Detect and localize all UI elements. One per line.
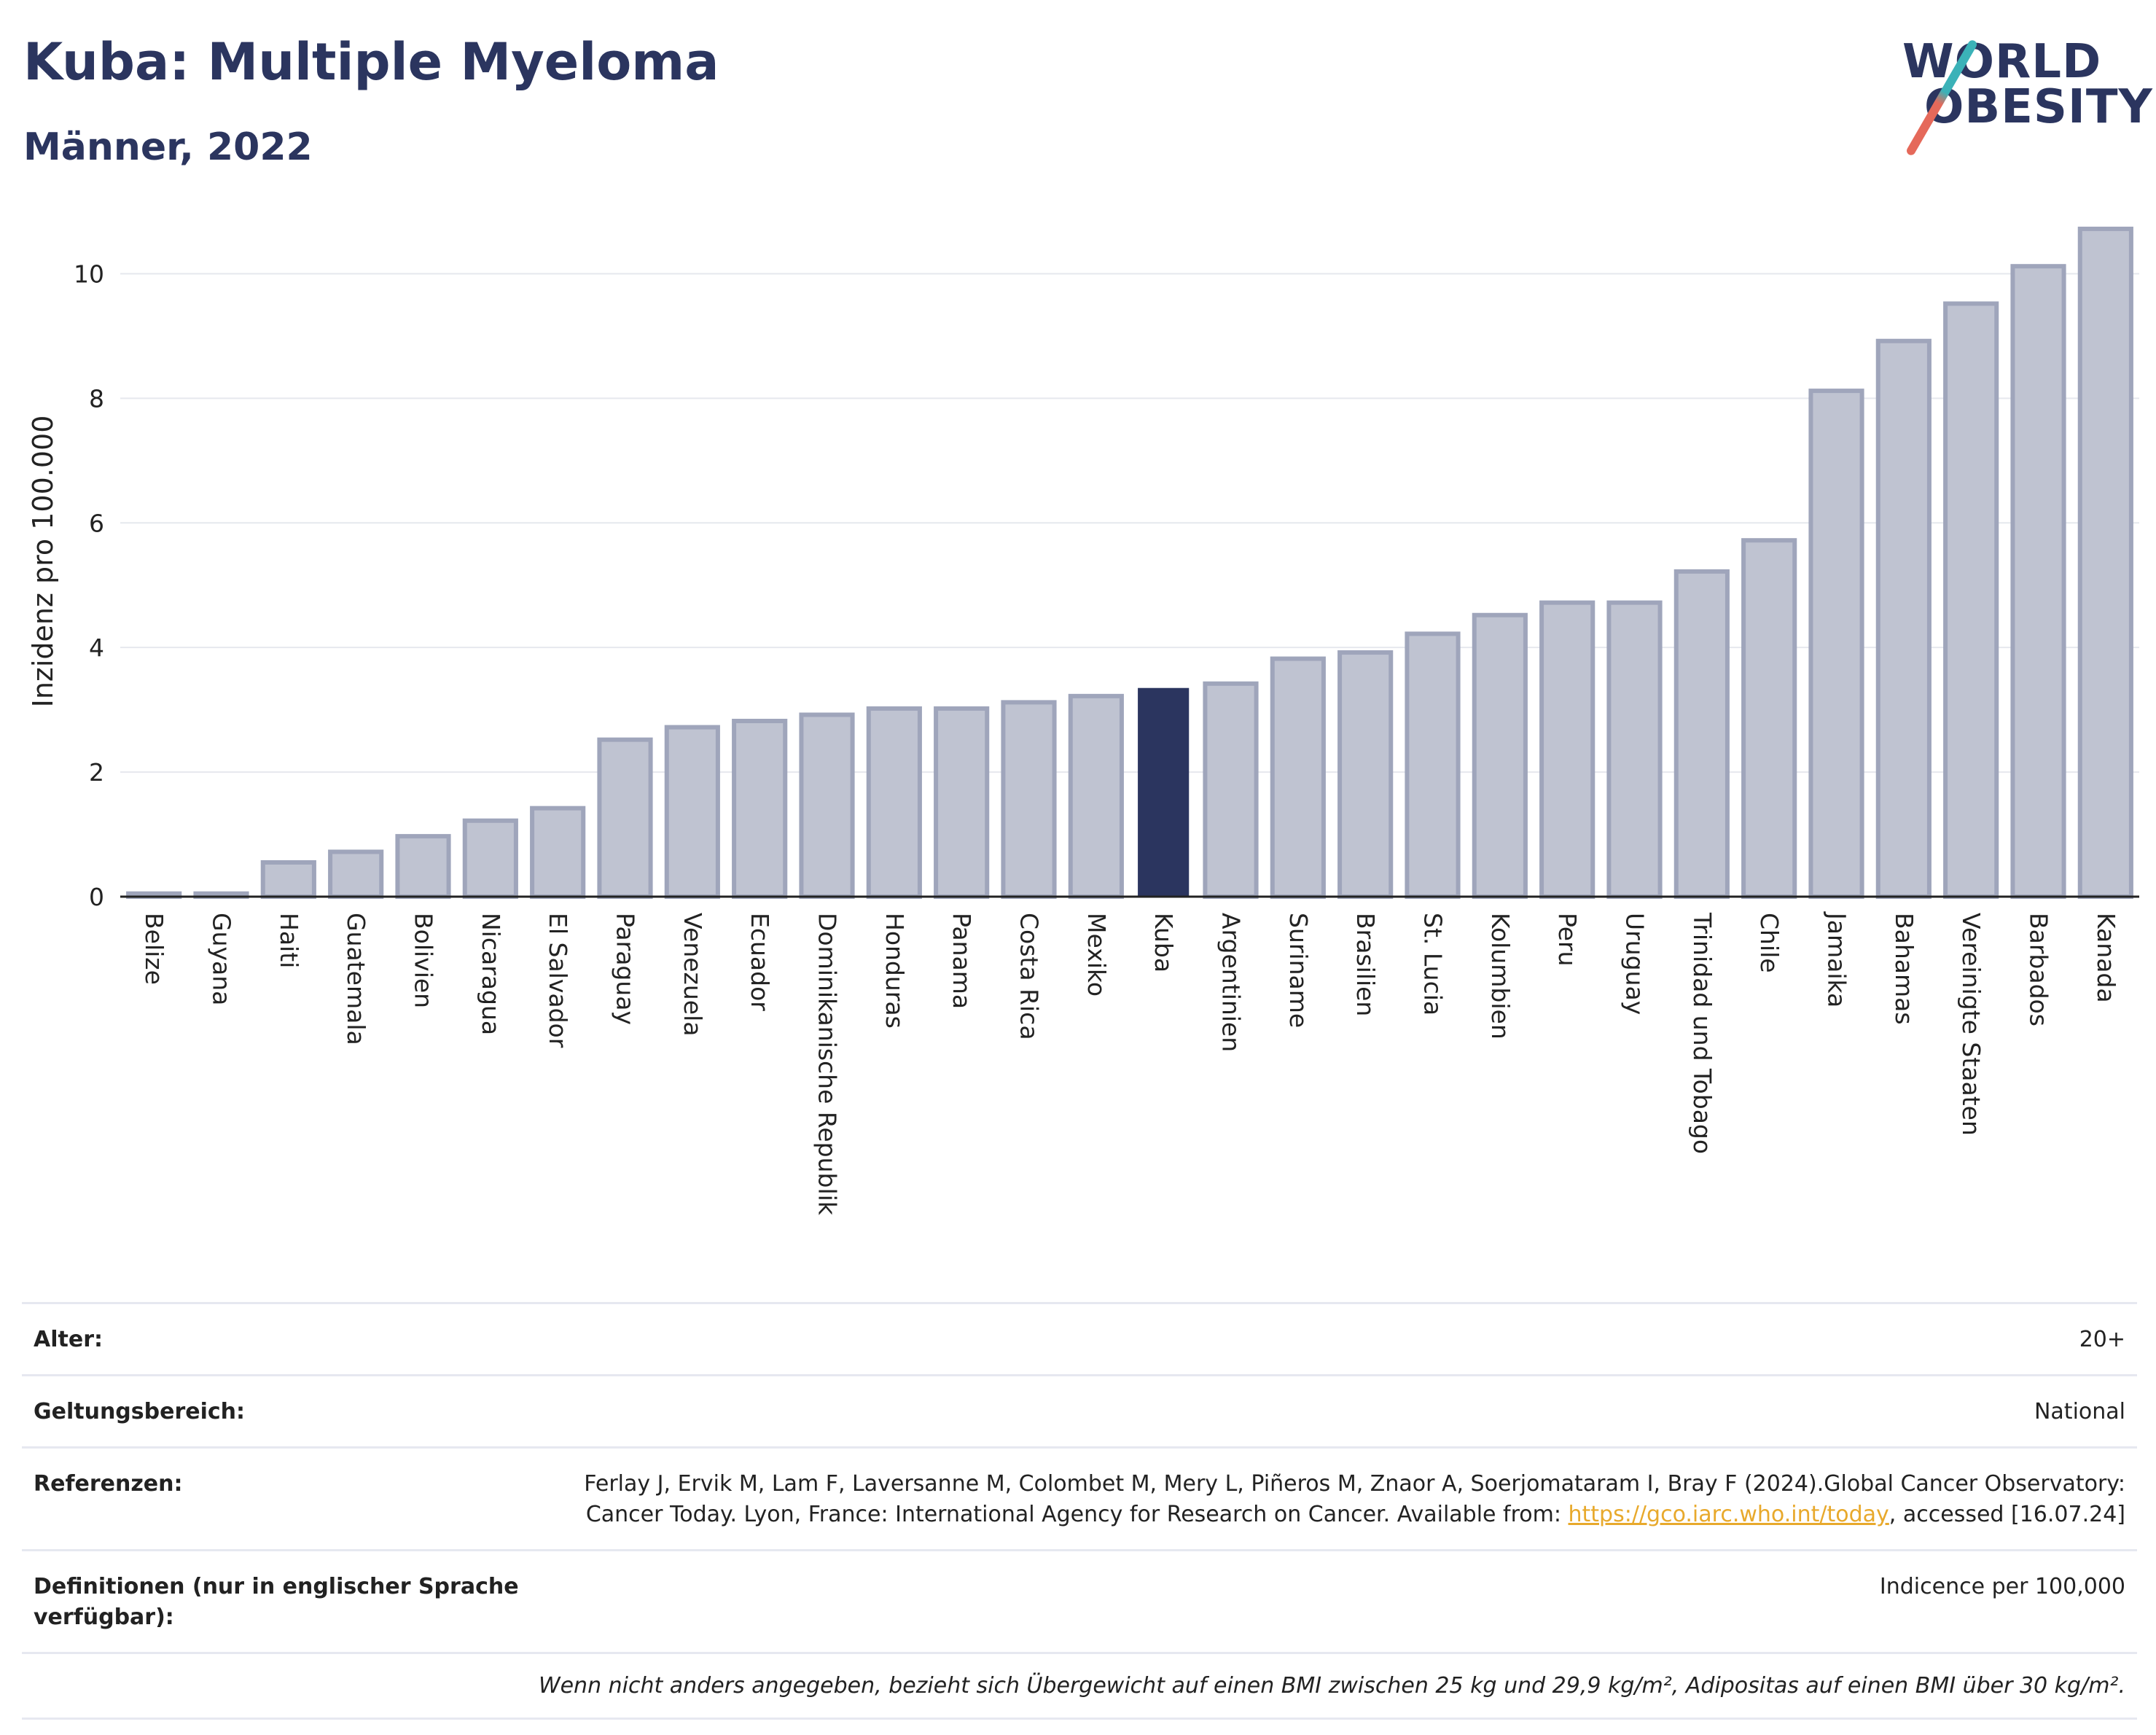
- bar-kolumbien[interactable]: [1472, 612, 1528, 900]
- info-table: Alter: 20+ Geltungsbereich: National Ref…: [22, 1302, 2137, 1720]
- bar-mexiko[interactable]: [1068, 693, 1124, 899]
- info-label: Alter:: [34, 1327, 103, 1352]
- x-tick-label: Chile: [1755, 913, 1784, 973]
- y-tick-label: 10: [74, 260, 104, 288]
- bar-argentinien[interactable]: [1203, 681, 1259, 900]
- bar-bolivien[interactable]: [395, 834, 451, 899]
- info-row-definitions: Definitionen (nur in englischer Sprache …: [22, 1549, 2137, 1652]
- logo-word-world: WORLD: [1902, 35, 2102, 89]
- x-tick-label: Suriname: [1284, 913, 1313, 1028]
- x-tick-label: Paraguay: [612, 913, 640, 1025]
- bar-jamaika[interactable]: [1808, 389, 1864, 900]
- info-value: 20+: [2079, 1327, 2125, 1352]
- x-tick-label: Jamaika: [1823, 911, 1851, 1007]
- x-tick-label: Peru: [1553, 913, 1582, 967]
- bar-honduras[interactable]: [866, 706, 922, 899]
- bar-barbados[interactable]: [2010, 264, 2066, 899]
- bar-suriname[interactable]: [1270, 656, 1326, 900]
- bars: [126, 226, 2133, 900]
- x-tick-label: El Salvador: [544, 913, 572, 1048]
- y-tick-label: 6: [89, 509, 104, 537]
- x-tick-label: Brasilien: [1351, 913, 1380, 1016]
- x-tick-label: Dominikanische Republik: [813, 913, 842, 1216]
- info-value: National: [2034, 1399, 2125, 1424]
- info-label: Referenzen:: [34, 1471, 183, 1497]
- bar-chile[interactable]: [1741, 538, 1797, 899]
- bar-peru[interactable]: [1539, 600, 1595, 899]
- bar-vereinigte-staaten[interactable]: [1943, 301, 1999, 900]
- x-tick-label: Barbados: [2025, 913, 2053, 1026]
- world-obesity-logo[interactable]: WORLD OBESITY: [1902, 35, 2152, 157]
- y-axis-title: Inzidenz pro 100.000: [27, 416, 59, 708]
- x-tick-label: Honduras: [880, 913, 909, 1029]
- x-tick-label: Trinidad und Tobago: [1688, 912, 1716, 1154]
- reference-link[interactable]: https://gco.iarc.who.int/today: [1568, 1502, 1889, 1527]
- x-tick-label: Guyana: [208, 913, 236, 1005]
- y-tick-label: 8: [89, 384, 104, 413]
- x-tick-label: Panama: [948, 913, 976, 1009]
- x-tick-label: Argentinien: [1217, 913, 1246, 1052]
- info-label: Definitionen (nur in englischer Sprache …: [34, 1574, 519, 1630]
- bar-dominikanische-republik[interactable]: [799, 712, 855, 899]
- info-row-references: Referenzen: Ferlay J, Ervik M, Lam F, La…: [22, 1446, 2137, 1549]
- y-tick-label: 0: [89, 883, 104, 911]
- logo-word-obesity: OBESITY: [1924, 80, 2153, 134]
- bar-guatemala[interactable]: [328, 849, 384, 899]
- bar-nicaragua[interactable]: [462, 818, 518, 900]
- bar-kuba[interactable]: [1138, 687, 1190, 897]
- x-tick-label: Vereinigte Staaten: [1957, 913, 1985, 1136]
- x-tick-label: Belize: [140, 913, 168, 985]
- x-tick-label: St. Lucia: [1419, 913, 1448, 1015]
- bar-venezuela[interactable]: [664, 725, 720, 900]
- bar-bahamas[interactable]: [1875, 338, 1932, 899]
- x-tick-label: Bahamas: [1890, 913, 1918, 1025]
- x-tick-label: Venezuela: [679, 913, 707, 1036]
- x-tick-label: Kuba: [1149, 913, 1178, 972]
- x-tick-label: Kolumbien: [1486, 913, 1515, 1040]
- x-axis-ticks: Belize Guyana Haiti Guatemala Bolivien Nicara…: [140, 911, 2120, 1216]
- y-tick-label: 2: [89, 758, 104, 787]
- x-tick-label: Bolivien: [410, 913, 438, 1008]
- x-tick-label: Uruguay: [1621, 913, 1649, 1015]
- x-tick-label: Ecuador: [746, 913, 774, 1011]
- bar-brasilien[interactable]: [1337, 650, 1394, 899]
- y-tick-label: 4: [89, 633, 104, 662]
- bar-uruguay[interactable]: [1606, 600, 1663, 899]
- reference-text: Ferlay J, Ervik M, Lam F, Laversanne M, …: [584, 1471, 2125, 1527]
- bar-haiti[interactable]: [260, 860, 316, 899]
- bar-paraguay[interactable]: [597, 737, 653, 899]
- bar-panama[interactable]: [934, 706, 990, 899]
- bar-chart: 0 2 4 6 8 10 Belize Guyana Haiti Guatemala Bolivi…: [27, 226, 2139, 1216]
- info-value: Indicence per 100,000: [1879, 1574, 2125, 1599]
- bar-el-salvador[interactable]: [530, 806, 586, 899]
- x-tick-label: Nicaragua: [477, 913, 505, 1035]
- footnote: Wenn nicht anders angegeben, bezieht sic…: [22, 1652, 2137, 1720]
- bar-kanada[interactable]: [2077, 226, 2133, 900]
- x-tick-label: Kanada: [2092, 913, 2120, 1003]
- info-row-scope: Geltungsbereich: National: [22, 1374, 2137, 1446]
- x-tick-label: Mexiko: [1082, 913, 1111, 997]
- bar-st-lucia[interactable]: [1405, 631, 1461, 900]
- bar-ecuador[interactable]: [732, 719, 788, 899]
- page-title: Kuba: Multiple Myeloma: [23, 32, 719, 92]
- x-tick-label: Costa Rica: [1015, 913, 1044, 1040]
- bar-costa-rica[interactable]: [1001, 700, 1057, 900]
- reference-text-end: , accessed [16.07.24]: [1889, 1502, 2125, 1527]
- info-value: Ferlay J, Ervik M, Lam F, Laversanne M, …: [558, 1469, 2125, 1530]
- info-label: Geltungsbereich:: [34, 1399, 246, 1424]
- y-axis-ticks: 0 2 4 6 8 10: [74, 260, 104, 911]
- info-row-age: Alter: 20+: [22, 1302, 2137, 1374]
- bar-trinidad-und-tobago[interactable]: [1673, 569, 1730, 899]
- x-tick-label: Haiti: [275, 913, 303, 968]
- page-subtitle: Männer, 2022: [23, 125, 313, 169]
- x-tick-label: Guatemala: [342, 913, 370, 1045]
